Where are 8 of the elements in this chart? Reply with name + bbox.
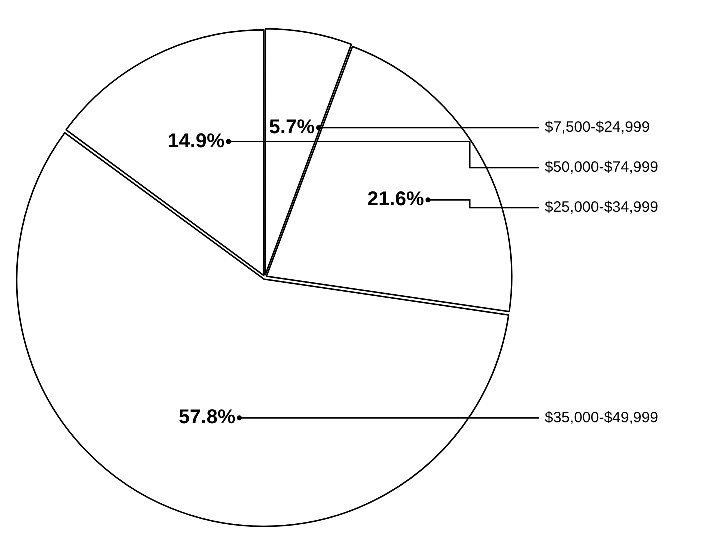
slice-label: $7,500-$24,999 — [545, 119, 650, 136]
data-label: 14.9% — [168, 130, 225, 152]
slice-label: $35,000-$49,999 — [545, 409, 658, 426]
slice-label: $50,000-$74,999 — [545, 159, 658, 176]
data-label: 5.7% — [269, 116, 316, 138]
slice-label: $25,000-$34,999 — [545, 199, 658, 216]
data-label: 21.6% — [368, 188, 424, 211]
data-label: 57.8% — [178, 406, 236, 429]
